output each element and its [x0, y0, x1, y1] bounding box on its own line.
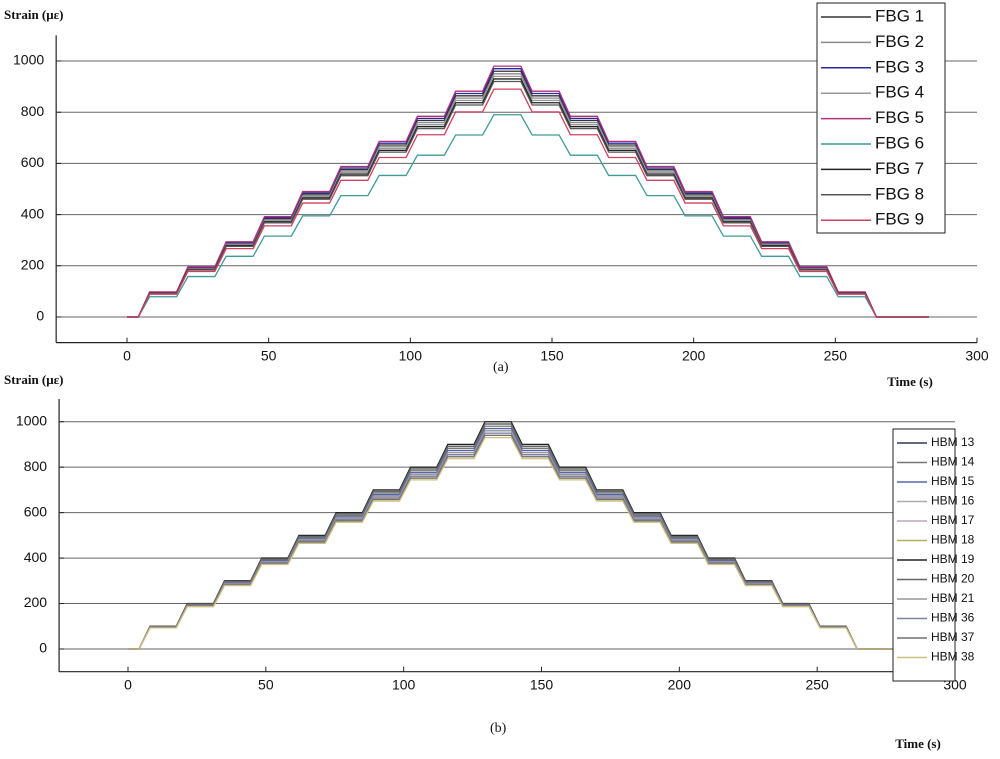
y-tick-label: 400 [24, 549, 48, 565]
series-line [128, 430, 931, 650]
x-tick-label: 0 [123, 347, 131, 363]
legend-label: HBM 38 [931, 650, 975, 664]
x-tick-label: 100 [392, 676, 416, 692]
x-axis-label: Time (s) [895, 736, 941, 751]
subplot: 0 200 400 600 800 1000 0 50 100 150 200 250 300 Strai… [4, 2, 989, 389]
legend-label: FBG 6 [875, 133, 924, 152]
series-line [127, 65, 929, 318]
x-tick-label: 200 [682, 347, 706, 363]
y-tick-label: 0 [39, 640, 47, 656]
y-axis-label: Strain (με) [4, 7, 64, 22]
y-axis-label: Strain (με) [4, 372, 64, 387]
series-line [127, 75, 929, 318]
legend-box [892, 428, 956, 682]
legend-label: HBM 37 [931, 630, 975, 644]
y-tick-label: 600 [21, 154, 45, 170]
series-line [128, 432, 931, 650]
y-tick-label: 200 [21, 257, 45, 273]
legend-label: HBM 17 [931, 513, 975, 527]
panel-label: (a) [493, 360, 509, 375]
legend-label: FBG 7 [875, 159, 924, 178]
legend-label: FBG 5 [875, 108, 924, 127]
series-line [128, 432, 931, 650]
series-line [128, 423, 931, 650]
legend-label: FBG 8 [875, 184, 924, 203]
x-tick-label: 0 [124, 676, 132, 692]
legend-label: FBG 1 [875, 6, 924, 25]
series-line [127, 73, 929, 318]
series-line [127, 70, 929, 318]
x-tick-label: 250 [824, 347, 848, 363]
y-tick-label: 600 [24, 503, 48, 519]
legend-label: HBM 21 [931, 591, 975, 605]
legend-label: HBM 20 [931, 572, 975, 586]
legend-label: HBM 14 [931, 455, 975, 469]
series-line [128, 434, 931, 650]
legend-label: FBG 9 [875, 210, 924, 229]
x-tick-label: 200 [668, 676, 692, 692]
y-tick-label: 800 [21, 103, 45, 119]
y-tick-label: 200 [24, 594, 48, 610]
legend-label: HBM 18 [931, 533, 975, 547]
panel-label: (b) [490, 721, 507, 736]
x-tick-label: 50 [258, 676, 274, 692]
x-tick-label: 50 [261, 347, 277, 363]
series-line [128, 425, 931, 650]
series-line [127, 88, 929, 318]
series-line [128, 436, 931, 650]
x-tick-label: 150 [530, 676, 554, 692]
legend-label: HBM 16 [931, 494, 975, 508]
x-tick-label: 250 [805, 676, 829, 692]
series-line [127, 78, 929, 318]
series-line [128, 430, 931, 650]
legend-label: HBM 15 [931, 474, 975, 488]
x-axis-label: Time (s) [887, 374, 933, 389]
x-tick-label: 100 [399, 347, 423, 363]
y-tick-label: 800 [24, 458, 48, 474]
legend: HBM 13 HBM 14 HBM 15 HBM 16 HBM 17 HBM 18 HBM … [892, 428, 975, 682]
legend-label: HBM 19 [931, 552, 975, 566]
series-line [128, 421, 931, 650]
series-line [128, 427, 931, 650]
series-line [128, 423, 931, 650]
legend-label: HBM 36 [931, 611, 975, 625]
legend-label: HBM 13 [931, 435, 975, 449]
y-tick-label: 0 [36, 308, 44, 324]
series-line [127, 68, 929, 318]
y-tick-label: 400 [21, 205, 45, 221]
x-tick-label: 300 [965, 347, 989, 363]
series-line [127, 114, 929, 318]
y-tick-label: 1000 [13, 52, 44, 68]
series-line [127, 80, 929, 318]
legend: FBG 1 FBG 2 FBG 3 FBG 4 FBG 5 FBG 6 FBG 7 FBG 8… [816, 2, 946, 234]
legend-label: FBG 2 [875, 32, 924, 51]
x-tick-label: 150 [540, 347, 564, 363]
legend-label: FBG 3 [875, 57, 924, 76]
y-tick-label: 1000 [16, 412, 47, 428]
legend-label: FBG 4 [875, 83, 924, 102]
